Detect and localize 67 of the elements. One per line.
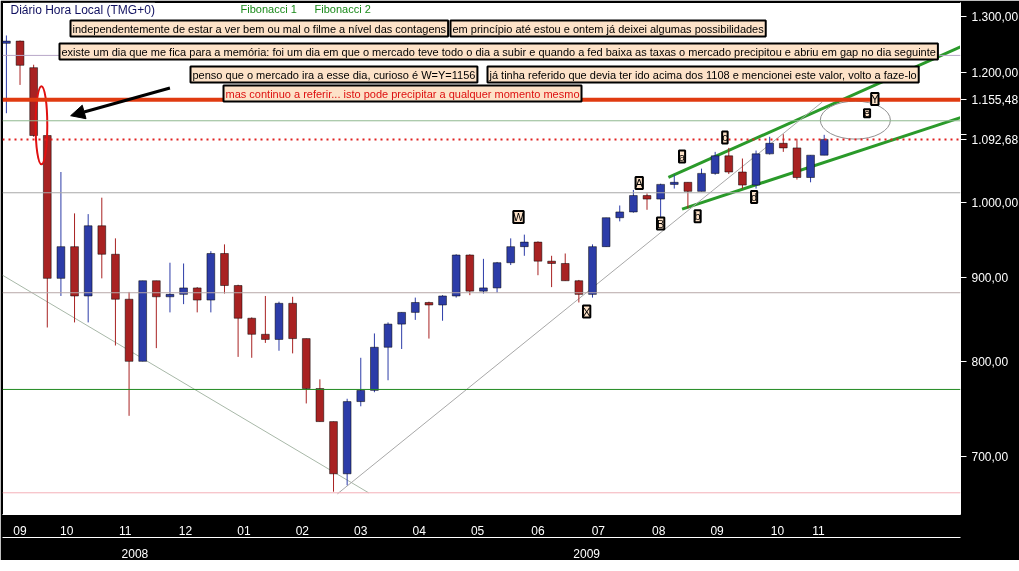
annotation: e: [863, 107, 871, 120]
annotation: já tinha referido que devia ter ido acima dos 1108 e mencionei este valor, volto a faze-lo: [488, 68, 917, 81]
candlestick: [820, 134, 829, 156]
candlestick: [152, 280, 161, 349]
candlestick: [438, 294, 447, 322]
x-tick-label: 11: [812, 523, 825, 538]
annotation: Fibonacci 2: [314, 2, 371, 15]
x-tick-label: 11: [118, 523, 132, 538]
candlestick: [247, 316, 256, 359]
y-tick-label: 1.200,00: [971, 66, 1019, 81]
candlestick: [520, 234, 529, 257]
candlestick: [397, 311, 406, 350]
candlestick: [642, 192, 652, 211]
x-tick-label: 04: [412, 523, 427, 538]
candlestick: [193, 286, 202, 313]
y-tick-label: 1.000,00: [971, 196, 1019, 211]
candlestick: [683, 181, 693, 209]
candlestick: [547, 255, 556, 288]
text: 2009: [573, 546, 601, 561]
candlestick: [629, 189, 638, 214]
candlestick: [806, 154, 815, 183]
x-tick-label: 06: [531, 523, 545, 538]
ref-line-label: 1.092,68: [971, 133, 1019, 148]
chart-title: Diário Hora Local (TMG+0): [10, 2, 155, 17]
x-tick-label: 03: [354, 523, 368, 538]
x-tick-label: 08: [652, 523, 666, 538]
y-tick-label: 700,00: [971, 449, 1009, 464]
annotation: em princípio até estou e ontem já deixei algumas possibilidades: [452, 22, 765, 35]
annotation: Fibonacci 1: [240, 2, 297, 15]
x-tick-label: 09: [13, 523, 28, 538]
candlestick: [533, 240, 543, 276]
candlestick: [479, 258, 488, 295]
candlestick: [561, 252, 570, 282]
text: 2008: [121, 546, 149, 561]
y-tick-label: 900,00: [971, 271, 1009, 286]
annotation: penso que o mercado ira a esse dia, curioso é W=Y=1156: [192, 68, 476, 81]
y-tick-label: 800,00: [971, 354, 1009, 369]
annotation: W: [513, 211, 525, 224]
annotation: independentemente de estar a ver bem ou mal o filme a nível das contagens: [72, 22, 447, 35]
candlestick: [424, 301, 434, 340]
x-tick-label: 09: [710, 523, 725, 538]
candlestick: [506, 237, 515, 266]
x-tick-label: 01: [237, 523, 251, 538]
candlestick: [711, 151, 720, 176]
annotation: d: [751, 190, 758, 203]
candlestick: [356, 357, 365, 407]
candlestick: [738, 158, 747, 190]
x-tick-label: 12: [178, 523, 193, 538]
x-tick-label: 07: [591, 523, 606, 538]
candlestick: [261, 295, 270, 344]
annotation: c: [722, 131, 729, 144]
annotation: mas continuo a referir... isto pode precipitar a qualquer momento mesmo: [225, 87, 580, 100]
candlestick: [411, 297, 420, 321]
annotation: a: [679, 150, 686, 163]
candlestick: [724, 147, 733, 175]
x-tick-label: 10: [60, 523, 74, 538]
candlestick: [383, 321, 393, 381]
candlestick: [697, 168, 706, 192]
x-tick-label: 10: [770, 523, 785, 538]
candlestick: [165, 262, 175, 313]
x-tick-label: 05: [470, 523, 485, 538]
annotation: b: [694, 210, 701, 223]
annotation: A: [635, 177, 644, 189]
x-tick-label: 02: [295, 523, 310, 538]
y-tick-label: 1.300,00: [971, 9, 1019, 24]
annotation: Y: [871, 92, 880, 105]
ref-line-label: 1.155,48: [971, 93, 1019, 108]
